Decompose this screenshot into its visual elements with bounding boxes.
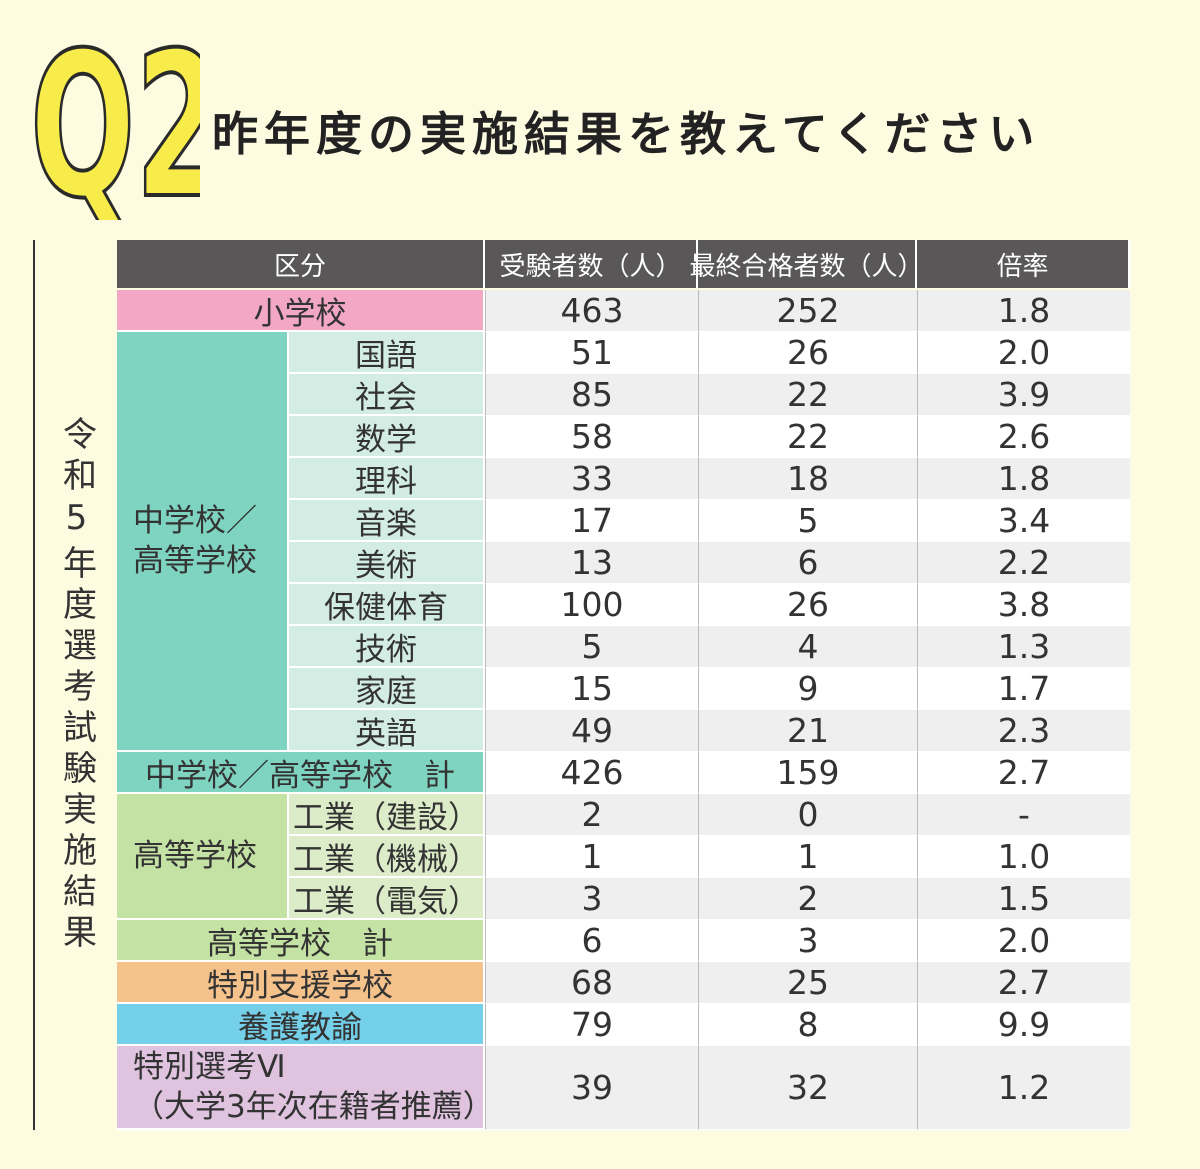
item-label: 理科 [289, 458, 485, 500]
value-cell: 25 [698, 962, 917, 1004]
group-label: 高等学校 [117, 794, 289, 920]
section-label: 特別選考Ⅵ （大学3年次在籍者推薦） [117, 1046, 494, 1130]
column-header: 最終合格者数（人） [690, 240, 924, 288]
value-cell: 4 [698, 626, 917, 668]
value-cell: 426 [485, 752, 698, 794]
section-label: 中学校／高等学校 計 [117, 752, 485, 794]
value-cell: 79 [485, 1004, 698, 1046]
value-cell: 33 [485, 458, 698, 500]
value-cell: 22 [698, 374, 917, 416]
value-cell: 159 [698, 752, 917, 794]
value-cell: 1.3 [917, 626, 1130, 668]
item-label: 保健体育 [289, 584, 485, 626]
value-cell: 463 [485, 290, 698, 332]
item-label: 家庭 [289, 668, 485, 710]
section-label: 養護教諭 [117, 1004, 485, 1046]
value-cell: 2 [485, 794, 698, 836]
value-cell: 68 [485, 962, 698, 1004]
group-label: 中学校／高等学校 [117, 332, 289, 752]
value-cell: 1 [485, 836, 698, 878]
column-header: 倍率 [917, 240, 1130, 288]
column-header: 受験者数（人） [485, 240, 698, 288]
value-cell: 1.8 [917, 290, 1130, 332]
item-label: 国語 [289, 332, 485, 374]
title: 昨年度の実施結果を教えてください [212, 107, 1041, 161]
value-cell: 17 [485, 500, 698, 542]
value-cell: 1.0 [917, 836, 1130, 878]
value-cell: 9 [698, 668, 917, 710]
item-label: 美術 [289, 542, 485, 584]
section-label-line: 特別選考Ⅵ [133, 1049, 286, 1085]
value-cell: 2.7 [917, 962, 1130, 1004]
value-cell: 85 [485, 374, 698, 416]
value-cell: 58 [485, 416, 698, 458]
value-cell: 18 [698, 458, 917, 500]
value-cell: 6 [698, 542, 917, 584]
value-cell: 2 [698, 878, 917, 920]
value-cell: 1.2 [917, 1046, 1130, 1130]
q-badge: Q2 [28, 10, 200, 220]
section-label-line: （大学3年次在籍者推薦） [133, 1089, 494, 1125]
value-cell: 1.7 [917, 668, 1130, 710]
value-cell: - [917, 794, 1130, 836]
value-cell: 3 [485, 878, 698, 920]
item-label: 数学 [289, 416, 485, 458]
item-label: 技術 [289, 626, 485, 668]
value-cell: 6 [485, 920, 698, 962]
value-cell: 3.8 [917, 584, 1130, 626]
value-cell: 8 [698, 1004, 917, 1046]
value-cell: 0 [698, 794, 917, 836]
value-cell: 3.9 [917, 374, 1130, 416]
value-cell: 5 [698, 500, 917, 542]
value-cell: 2.0 [917, 920, 1130, 962]
value-cell: 1.8 [917, 458, 1130, 500]
item-label: 音楽 [289, 500, 485, 542]
value-cell: 9.9 [917, 1004, 1130, 1046]
item-label: 社会 [289, 374, 485, 416]
item-label: 工業（機械） [289, 836, 485, 878]
value-cell: 13 [485, 542, 698, 584]
value-cell: 252 [698, 290, 917, 332]
item-label: 英語 [289, 710, 485, 752]
value-cell: 22 [698, 416, 917, 458]
value-cell: 2.6 [917, 416, 1130, 458]
item-label: 工業（建設） [289, 794, 485, 836]
section-label: 高等学校 計 [117, 920, 485, 962]
value-cell: 15 [485, 668, 698, 710]
value-cell: 2.2 [917, 542, 1130, 584]
item-label: 工業（電気） [289, 878, 485, 920]
group-label-text: 高等学校 [133, 838, 257, 874]
value-cell: 2.7 [917, 752, 1130, 794]
value-cell: 21 [698, 710, 917, 752]
column-header: 区分 [117, 240, 485, 288]
value-cell: 1.5 [917, 878, 1130, 920]
value-cell: 2.3 [917, 710, 1130, 752]
value-cell: 1 [698, 836, 917, 878]
side-label-box: 令和5年度選考試験実施結果 [33, 240, 119, 1130]
value-cell: 26 [698, 332, 917, 374]
value-cell: 32 [698, 1046, 917, 1130]
value-cell: 39 [485, 1046, 698, 1130]
section-label: 小学校 [117, 290, 485, 332]
value-cell: 100 [485, 584, 698, 626]
value-cell: 5 [485, 626, 698, 668]
group-label-text: 中学校／高等学校 [133, 503, 257, 579]
value-cell: 51 [485, 332, 698, 374]
value-cell: 2.0 [917, 332, 1130, 374]
side-label: 令和5年度選考試験実施結果 [56, 415, 97, 955]
q-number: Q2 [30, 11, 200, 220]
value-cell: 3 [698, 920, 917, 962]
section-label: 特別支援学校 [117, 962, 485, 1004]
value-cell: 3.4 [917, 500, 1130, 542]
value-cell: 49 [485, 710, 698, 752]
value-cell: 26 [698, 584, 917, 626]
